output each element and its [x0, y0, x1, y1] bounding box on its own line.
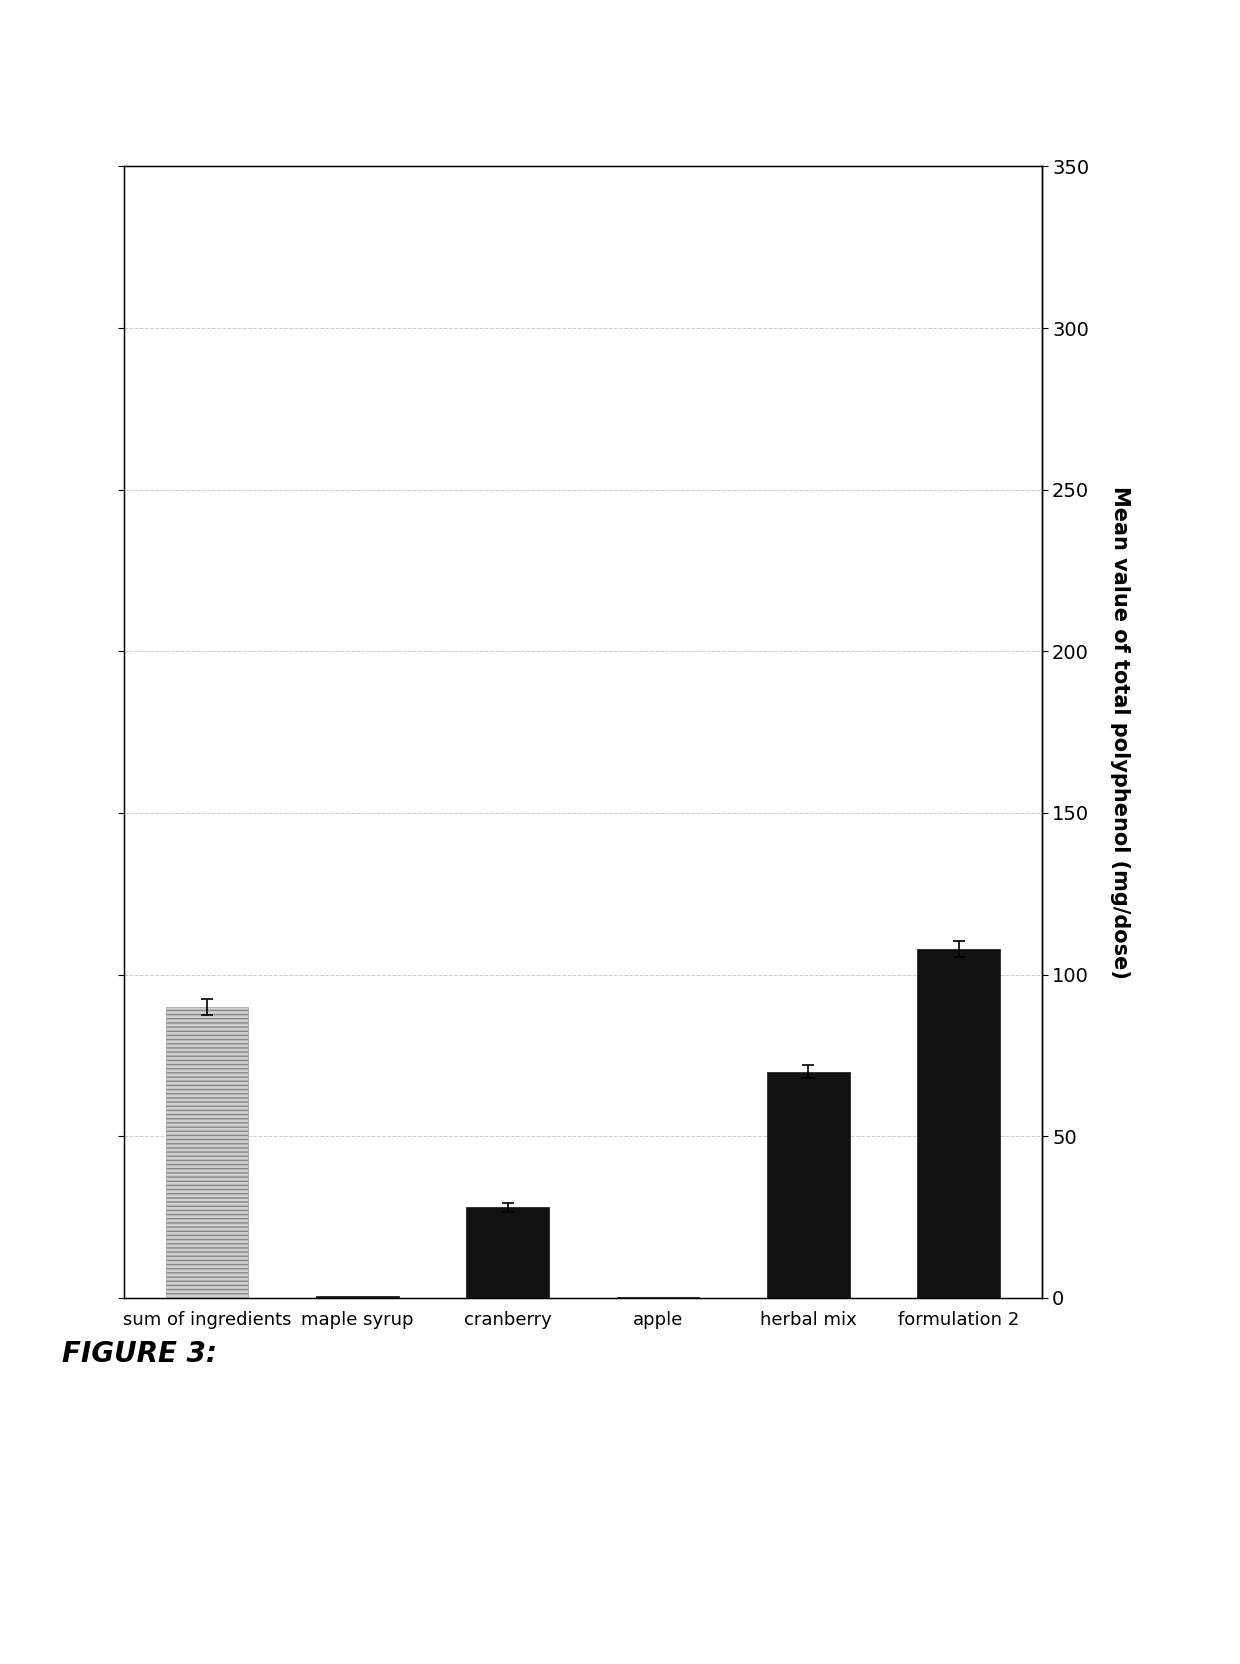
Bar [466, 1208, 549, 1298]
Bar [766, 1072, 849, 1298]
Bar [918, 948, 999, 1298]
Bar [166, 1007, 248, 1298]
Y-axis label: Mean value of total polyphenol (mg/dose): Mean value of total polyphenol (mg/dose) [1110, 486, 1130, 978]
Text: FIGURE 3:: FIGURE 3: [62, 1340, 217, 1368]
